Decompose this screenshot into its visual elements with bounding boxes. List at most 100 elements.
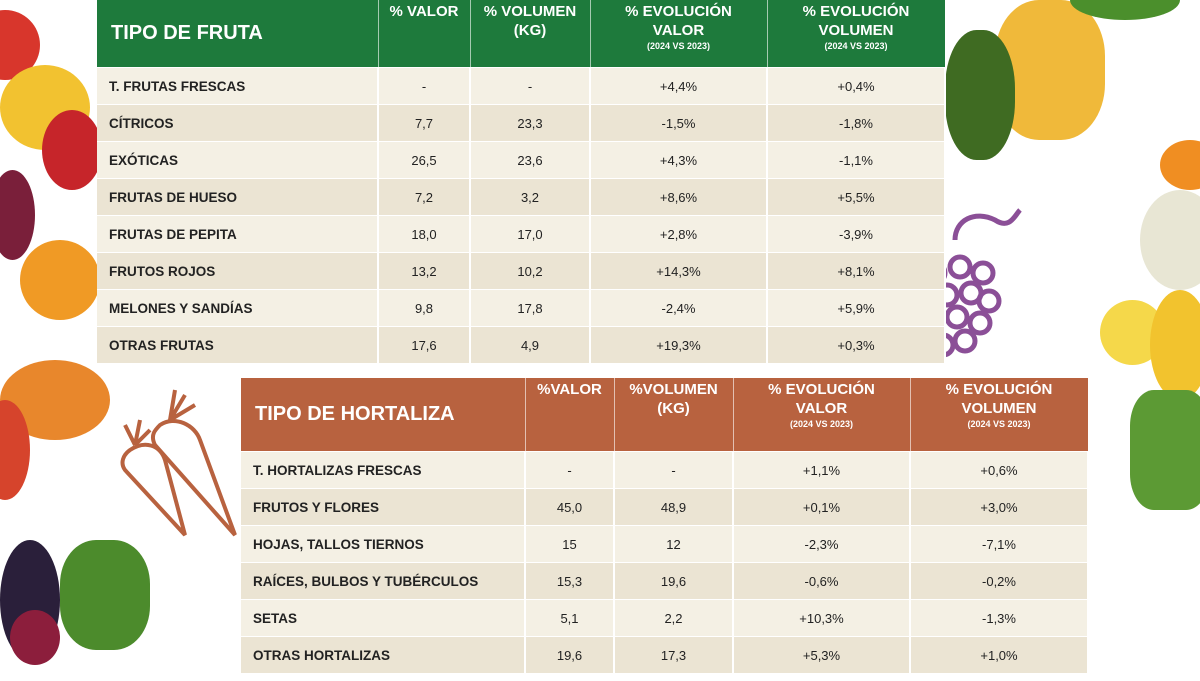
column-header-period: (2024 VS 2023) [646, 41, 711, 51]
column-header-title: % EVOLUCIÓN [945, 381, 1053, 398]
column-header-period: (2024 VS 2023) [824, 41, 888, 51]
column-header: % VALOR [378, 0, 471, 68]
table-cell: +0,3% [767, 326, 946, 363]
table-cell: 26,5 [378, 141, 471, 179]
column-header: % EVOLUCIÓN VOLUMEN (2024 VS 2023) [767, 0, 946, 68]
column-header-title: TIPO DE FRUTA [111, 22, 263, 44]
table-cell: 13,2 [378, 252, 471, 290]
fruit-table-header: TIPO DE FRUTA % VALOR % VOLUMEN (KG) % EVOLU… [97, 0, 946, 68]
okra-image [1130, 390, 1200, 510]
row-label: EXÓTICAS [97, 141, 379, 179]
table-cell: 9,8 [378, 289, 471, 327]
table-cell: 5,1 [525, 599, 615, 637]
column-header: % EVOLUCIÓN VALOR (2024 VS 2023) [590, 0, 768, 68]
table-row: OTRAS FRUTAS 17,6 4,9 +19,3% +0,3% [97, 326, 946, 363]
row-label: CÍTRICOS [97, 104, 379, 142]
table-cell: - [470, 67, 591, 105]
column-header-subtitle: (KG) [657, 400, 690, 417]
column-header-subtitle: (KG) [513, 22, 547, 39]
chard-image [60, 540, 150, 650]
table-cell: +14,3% [590, 252, 768, 290]
table-row: MELONES Y SANDÍAS 9,8 17,8 -2,4% +5,9% [97, 289, 946, 327]
table-cell: +10,3% [733, 599, 911, 637]
row-label: T. HORTALIZAS FRESCAS [241, 451, 526, 489]
column-header-subtitle: VALOR [652, 22, 705, 39]
grapes-image [0, 170, 35, 260]
column-header: TIPO DE HORTALIZA [241, 378, 526, 452]
row-label: OTRAS FRUTAS [97, 326, 379, 363]
column-header-period: (2024 VS 2023) [789, 419, 854, 429]
column-header-subtitle: VOLUMEN [818, 22, 894, 39]
table-cell: 17,8 [470, 289, 591, 327]
orange-image [20, 240, 100, 320]
table-cell: 17,3 [614, 636, 734, 673]
column-header-title: % VOLUMEN [483, 3, 577, 20]
table-cell: +1,0% [910, 636, 1089, 673]
row-label: RAÍCES, BULBOS Y TUBÉRCULOS [241, 562, 526, 600]
table-row: T. HORTALIZAS FRESCAS - - +1,1% +0,6% [241, 451, 1089, 489]
table-cell: - [614, 451, 734, 489]
row-label: FRUTOS ROJOS [97, 252, 379, 290]
row-label: HOJAS, TALLOS TIERNOS [241, 525, 526, 563]
table-row: EXÓTICAS 26,5 23,6 +4,3% -1,1% [97, 141, 946, 179]
table-cell: -2,3% [733, 525, 911, 563]
vegetable-table: TIPO DE HORTALIZA %VALOR %VOLUMEN (KG) % EVO… [241, 378, 1089, 673]
table-cell: 15 [525, 525, 615, 563]
row-label: MELONES Y SANDÍAS [97, 289, 379, 327]
table-row: T. FRUTAS FRESCAS - - +4,4% +0,4% [97, 67, 946, 105]
table-row: FRUTAS DE HUESO 7,2 3,2 +8,6% +5,5% [97, 178, 946, 216]
table-cell: +2,8% [590, 215, 768, 253]
column-header-title: % EVOLUCIÓN [802, 3, 910, 20]
column-header-title: % EVOLUCIÓN [768, 381, 875, 398]
table-cell: +0,6% [910, 451, 1089, 489]
table-row: FRUTOS Y FLORES 45,0 48,9 +0,1% +3,0% [241, 488, 1089, 526]
apple-image [42, 110, 102, 190]
table-cell: +0,1% [733, 488, 911, 526]
row-label: FRUTAS DE HUESO [97, 178, 379, 216]
column-header-subtitle: VOLUMEN [961, 400, 1037, 417]
cauliflower-image [1140, 190, 1200, 290]
table-row: FRUTAS DE PEPITA 18,0 17,0 +2,8% -3,9% [97, 215, 946, 253]
table-cell: 45,0 [525, 488, 615, 526]
column-header-subtitle: VALOR [795, 400, 848, 417]
orange-image [1160, 140, 1200, 190]
column-header: % EVOLUCIÓN VOLUMEN (2024 VS 2023) [910, 378, 1089, 452]
table-cell: +5,5% [767, 178, 946, 216]
column-header-title: % VALOR [389, 3, 459, 20]
table-row: OTRAS HORTALIZAS 19,6 17,3 +5,3% +1,0% [241, 636, 1089, 673]
table-cell: -0,6% [733, 562, 911, 600]
table-cell: 12 [614, 525, 734, 563]
table-cell: +4,3% [590, 141, 768, 179]
beet-image [10, 610, 60, 665]
table-cell: -1,3% [910, 599, 1089, 637]
table-cell: 2,2 [614, 599, 734, 637]
table-cell: +1,1% [733, 451, 911, 489]
table-cell: +8,1% [767, 252, 946, 290]
column-header: % VOLUMEN (KG) [470, 0, 591, 68]
column-header: % EVOLUCIÓN VALOR (2024 VS 2023) [733, 378, 911, 452]
table-cell: +5,3% [733, 636, 911, 673]
table-cell: - [525, 451, 615, 489]
table-cell: -2,4% [590, 289, 768, 327]
row-label: FRUTAS DE PEPITA [97, 215, 379, 253]
column-header-title: TIPO DE HORTALIZA [255, 403, 455, 425]
column-header-title: % EVOLUCIÓN [625, 3, 732, 20]
table-cell: +8,6% [590, 178, 768, 216]
table-cell: -1,8% [767, 104, 946, 142]
column-header: TIPO DE FRUTA [97, 0, 379, 68]
column-header-period: (2024 VS 2023) [967, 419, 1031, 429]
table-cell: 48,9 [614, 488, 734, 526]
lemon-image [1150, 290, 1200, 400]
table-cell: 10,2 [470, 252, 591, 290]
table-row: CÍTRICOS 7,7 23,3 -1,5% -1,8% [97, 104, 946, 142]
table-cell: +3,0% [910, 488, 1089, 526]
column-header-title: %VALOR [537, 381, 602, 398]
table-cell: -1,5% [590, 104, 768, 142]
carrot-icon [120, 389, 237, 537]
column-header: %VOLUMEN (KG) [614, 378, 734, 452]
table-cell: -0,2% [910, 562, 1089, 600]
table-cell: 23,3 [470, 104, 591, 142]
row-label: FRUTOS Y FLORES [241, 488, 526, 526]
table-cell: +0,4% [767, 67, 946, 105]
pepper-image [1070, 0, 1180, 20]
